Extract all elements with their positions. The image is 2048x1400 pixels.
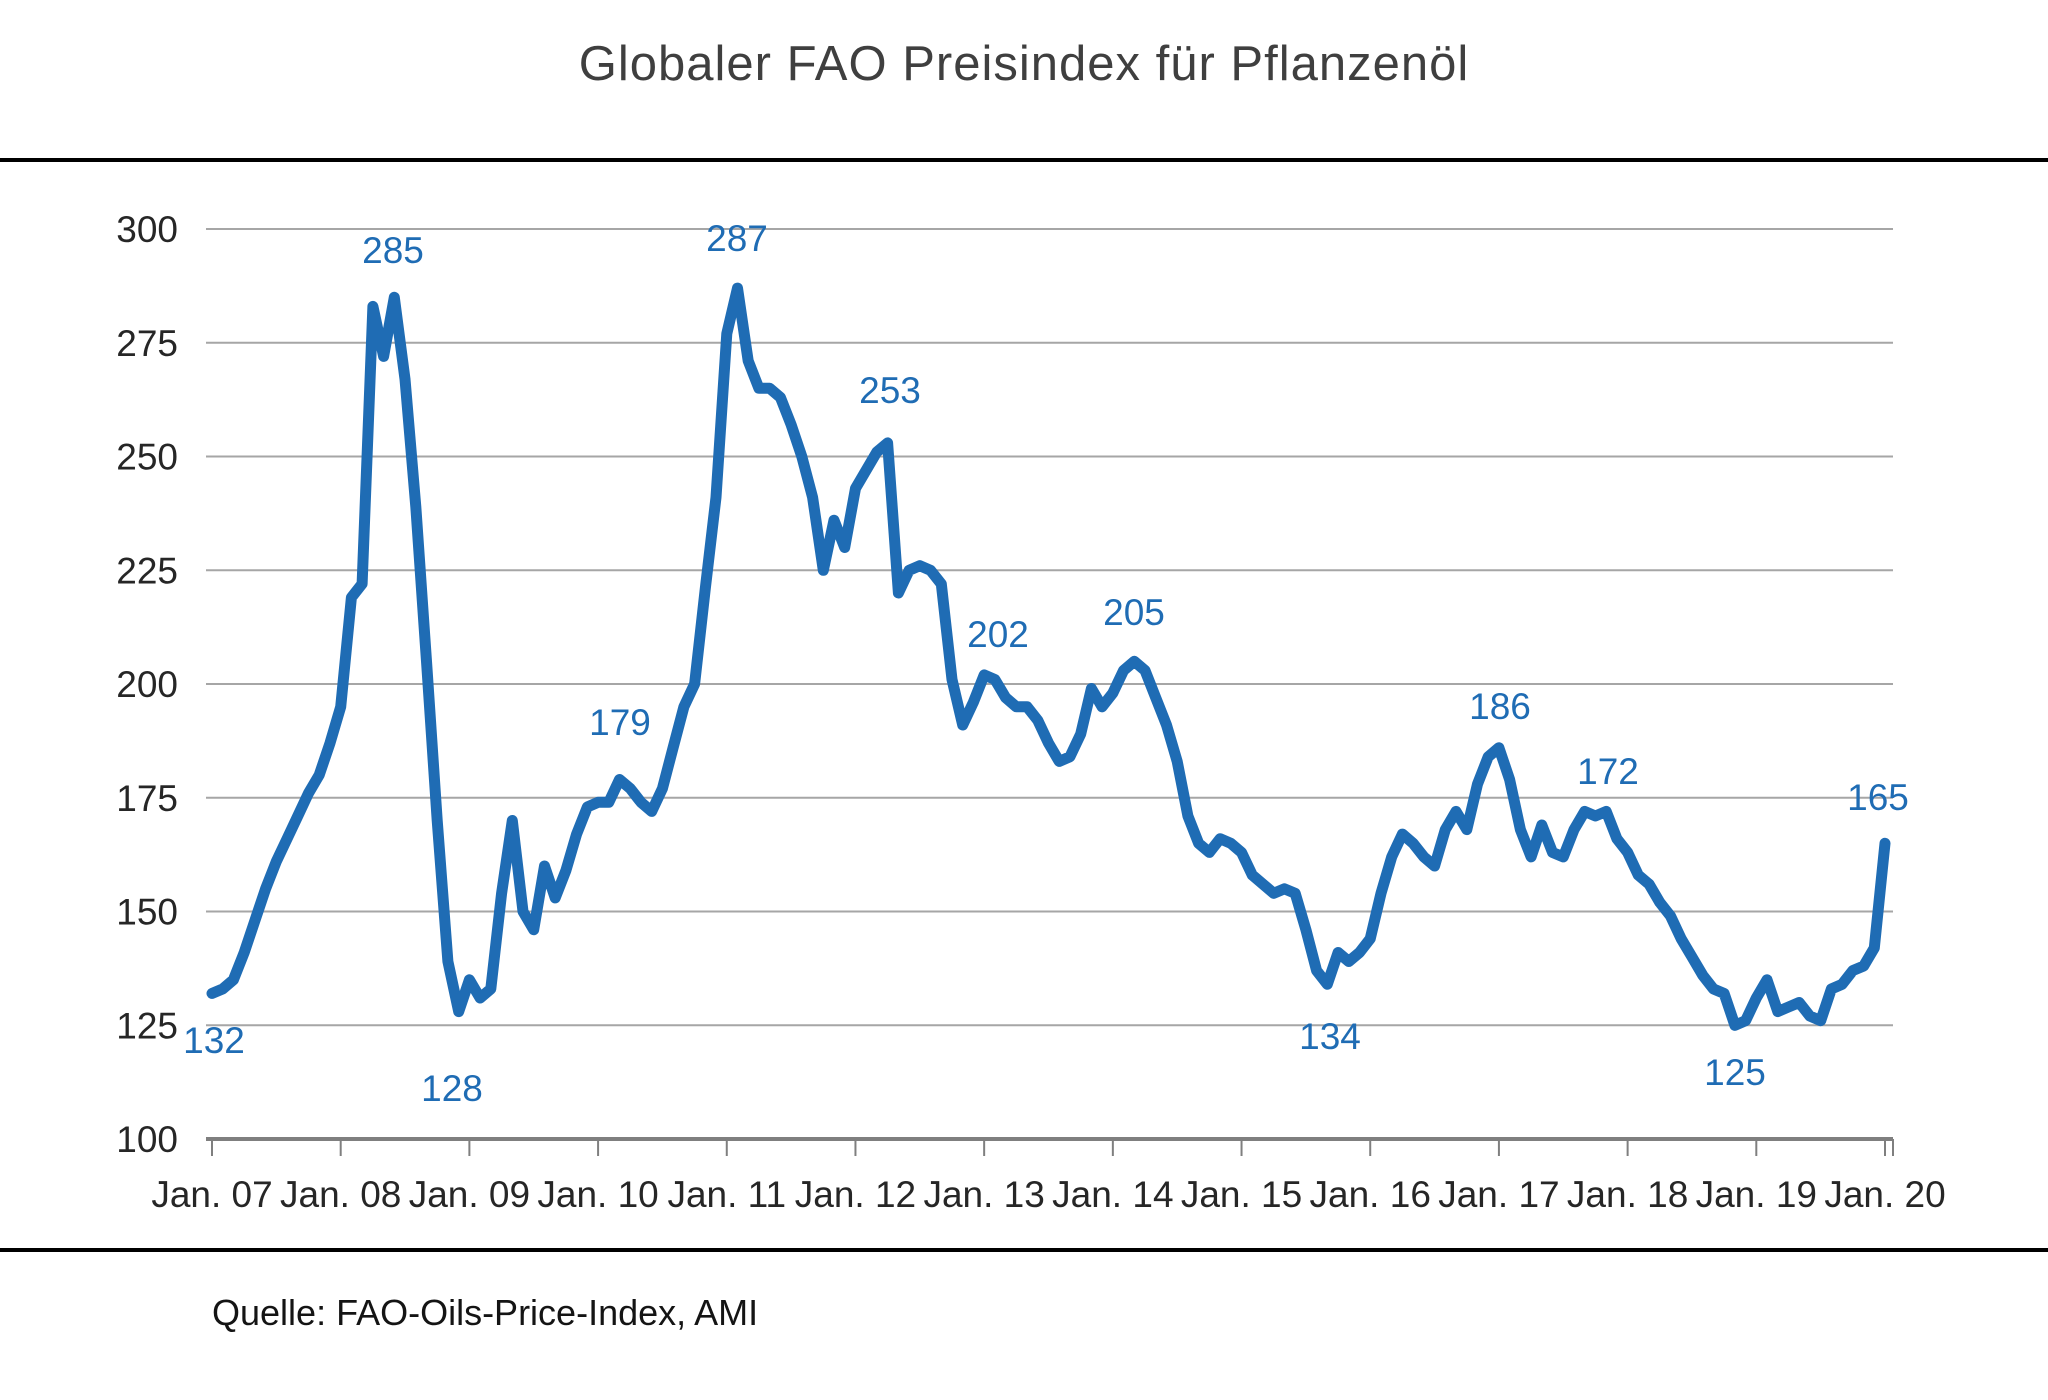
data-label-186: 186 (1469, 686, 1531, 727)
y-tick-label: 225 (116, 550, 178, 591)
x-tick-label: Jan. 13 (923, 1174, 1044, 1215)
data-label-287: 287 (706, 218, 768, 259)
x-tick-label: Jan. 09 (409, 1174, 530, 1215)
y-tick-label: 200 (116, 664, 178, 705)
y-tick-label: 250 (116, 437, 178, 478)
x-tick-label: Jan. 08 (280, 1174, 401, 1215)
data-label-134: 134 (1299, 1016, 1361, 1057)
chart-title: Globaler FAO Preisindex für Pflanzenöl (578, 37, 1470, 91)
data-label-125: 125 (1704, 1052, 1766, 1093)
series-line (206, 282, 1891, 1031)
data-label-128: 128 (421, 1068, 483, 1109)
x-tick-label: Jan. 11 (667, 1174, 786, 1215)
data-label-132: 132 (183, 1020, 245, 1061)
y-tick-label: 300 (116, 209, 178, 250)
x-tick-label: Jan. 19 (1696, 1174, 1817, 1215)
data-label-172: 172 (1577, 751, 1639, 792)
data-label-253: 253 (859, 370, 921, 411)
x-tick-label: Jan. 07 (151, 1174, 272, 1215)
data-label-205: 205 (1103, 592, 1165, 633)
data-label-285: 285 (362, 230, 424, 271)
y-tick-label: 150 (116, 892, 178, 933)
x-tick-label: Jan. 16 (1310, 1174, 1431, 1215)
x-tick-label: Jan. 17 (1438, 1174, 1559, 1215)
data-label-202: 202 (967, 614, 1029, 655)
x-tick-label: Jan. 10 (537, 1174, 658, 1215)
bottom-divider-rule (0, 1248, 2048, 1252)
source-caption: Quelle: FAO-Oils-Price-Index, AMI (212, 1292, 759, 1333)
x-tick-label: Jan. 15 (1181, 1174, 1302, 1215)
x-tick-label: Jan. 20 (1824, 1174, 1945, 1215)
x-tick-label: Jan. 18 (1567, 1174, 1688, 1215)
y-tick-label: 275 (116, 323, 178, 364)
x-tick-label: Jan. 12 (795, 1174, 916, 1215)
data-label-165: 165 (1847, 777, 1909, 818)
x-tick-label: Jan. 14 (1052, 1174, 1173, 1215)
top-divider-rule (0, 158, 2048, 162)
y-tick-label: 100 (116, 1119, 178, 1160)
y-tick-label: 175 (116, 778, 178, 819)
data-label-179: 179 (589, 702, 651, 743)
y-tick-label: 125 (116, 1005, 178, 1046)
